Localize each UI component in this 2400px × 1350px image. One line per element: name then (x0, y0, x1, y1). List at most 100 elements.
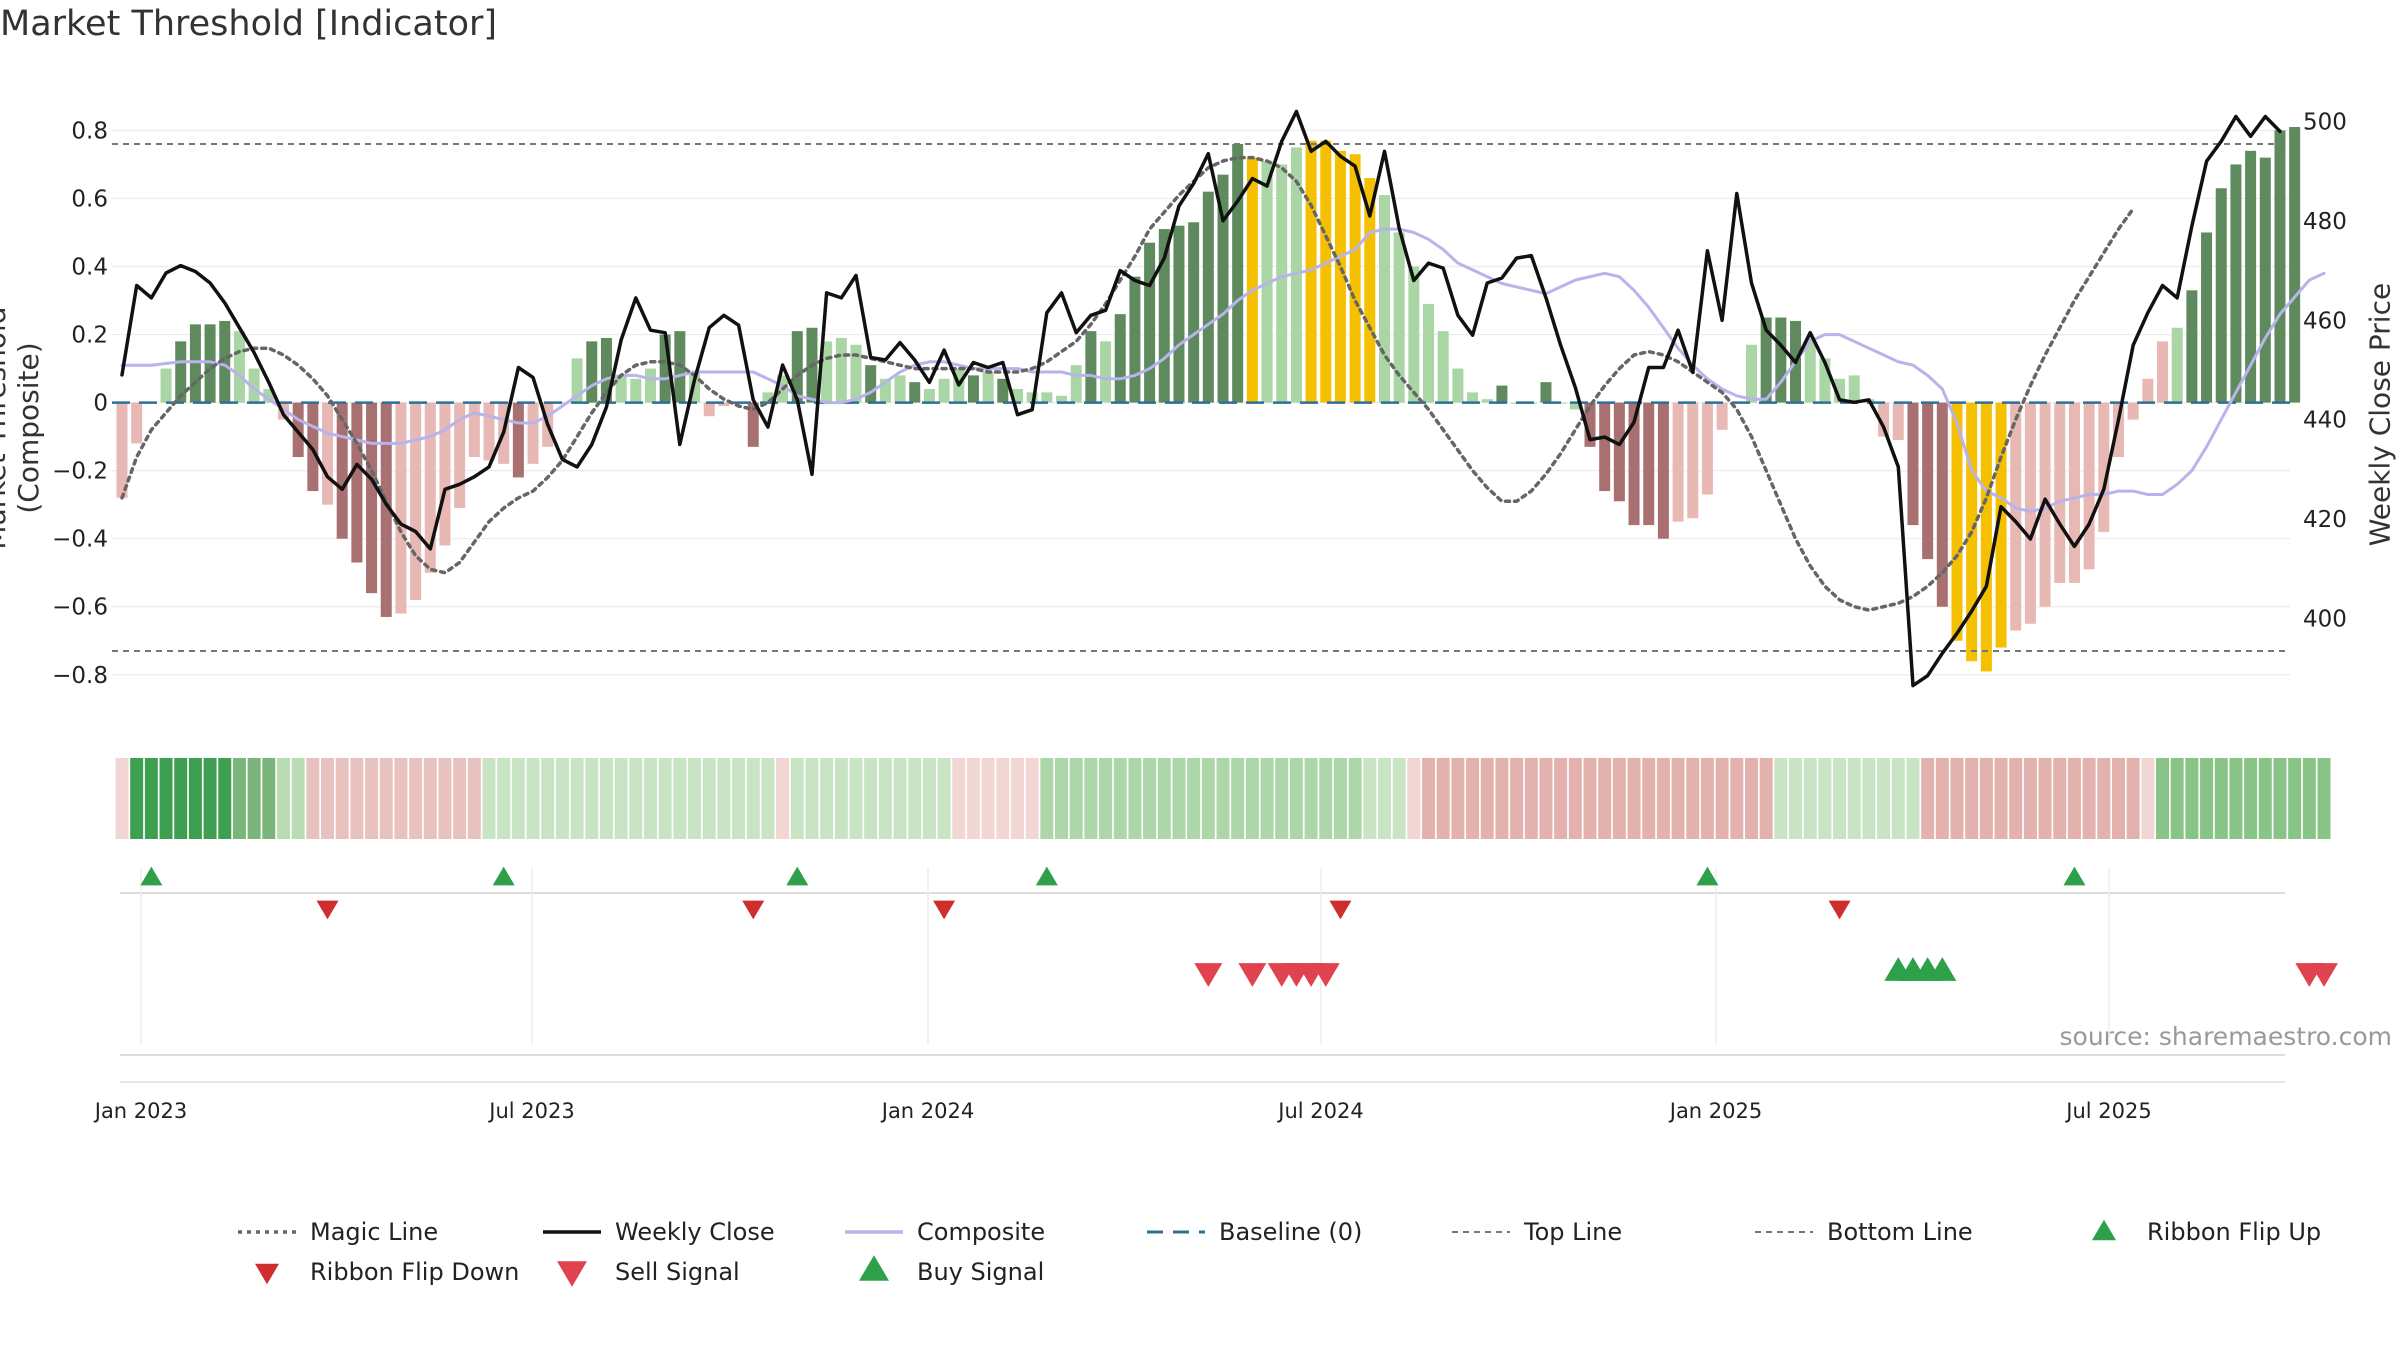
composite-bar (1437, 331, 1449, 403)
composite-bar (1290, 147, 1302, 403)
composite-bar (1922, 402, 1934, 560)
ribbon-cell (1069, 758, 1083, 839)
ribbon-cell (1554, 758, 1568, 839)
y-tick-label: 0 (93, 391, 108, 417)
ribbon-cell (1157, 758, 1171, 839)
legend-swatch (255, 1263, 279, 1285)
composite-bar (1320, 140, 1332, 403)
ribbon-cell (394, 758, 408, 839)
composite-bar (1672, 402, 1684, 522)
legend-label: Ribbon Flip Down (310, 1258, 519, 1286)
ribbon-cell (1744, 758, 1758, 839)
ribbon-flip-down-marker (1329, 900, 1352, 920)
composite-bar (703, 402, 715, 417)
composite-bar (2215, 188, 2227, 403)
composite-bar (2186, 290, 2198, 403)
ribbon-cell (188, 758, 202, 839)
source-note: source: sharemaestro.com (2059, 1022, 2393, 1051)
composite-bar (556, 402, 568, 404)
ribbon-cell (820, 758, 834, 839)
composite-bar (2039, 402, 2051, 607)
composite-bar (1834, 378, 1846, 403)
ribbon-cell (629, 758, 643, 839)
ribbon-cell (1510, 758, 1524, 839)
composite-bar (938, 378, 950, 403)
ribbon-cell (1818, 758, 1832, 839)
ribbon-flip-down-marker (933, 900, 956, 920)
composite-bar (1100, 341, 1112, 403)
ribbon-cell (1583, 758, 1597, 839)
ribbon-cell (1055, 758, 1069, 839)
composite-bar (2098, 402, 2110, 532)
ribbon-cell (511, 758, 525, 839)
sell-signal-marker (1238, 963, 1267, 987)
ribbon-cell (2126, 758, 2140, 839)
ribbon-cell (1950, 758, 1964, 839)
composite-bar (1878, 402, 1890, 437)
composite-bar (997, 378, 1009, 403)
ribbon-cell (1994, 758, 2008, 839)
ribbon-cell (1979, 758, 1993, 839)
ribbon-cell (1407, 758, 1421, 839)
legend-swatch (2092, 1219, 2116, 1241)
ribbon-cell (1363, 758, 1377, 839)
ribbon-cell (1847, 758, 1861, 839)
composite-bar (967, 375, 979, 403)
composite-bar (1364, 178, 1376, 403)
composite-bar (1569, 402, 1581, 410)
composite-bar (1892, 402, 1904, 441)
ribbon-cell (1128, 758, 1142, 839)
ribbon-cell (174, 758, 188, 839)
legend-swatch (859, 1255, 889, 1281)
composite-bar (1085, 331, 1097, 403)
ribbon-cell (2141, 758, 2155, 839)
ribbon-cell (1319, 758, 1333, 839)
y-tick-label: −0.6 (52, 595, 108, 621)
composite-bar (189, 324, 201, 403)
composite-bar (909, 382, 921, 403)
ribbon-cell (1201, 758, 1215, 839)
composite-bar (454, 402, 466, 509)
y2-tick-label: 400 (2303, 606, 2347, 632)
composite-bar (2230, 164, 2242, 403)
ribbon-cell (1113, 758, 1127, 839)
composite-bar (380, 402, 392, 617)
composite-bar (2010, 402, 2022, 631)
composite-bar (439, 402, 451, 546)
ribbon-cell (849, 758, 863, 839)
composite-bar (1804, 337, 1816, 403)
ribbon-cell (379, 758, 393, 839)
buy-signal-marker (1928, 957, 1957, 981)
sell-signal-marker (1311, 963, 1340, 987)
composite-bar (2112, 402, 2124, 458)
ribbon-cell (1495, 758, 1509, 839)
composite-bar (1540, 382, 1552, 403)
ribbon-cell (1231, 758, 1245, 839)
composite-bar (424, 402, 436, 573)
ribbon-cell (2258, 758, 2272, 839)
ribbon-cell (658, 758, 672, 839)
ribbon-cell (688, 758, 702, 839)
composite-bar (1276, 164, 1288, 403)
composite-bar (1951, 402, 1963, 641)
x-tick-label: Jan 2025 (1668, 1099, 1763, 1123)
composite-bar (2127, 402, 2139, 420)
ribbon-cell (643, 758, 657, 839)
ribbon-cell (1245, 758, 1259, 839)
ribbon-cell (702, 758, 716, 839)
composite-bar (351, 402, 363, 563)
composite-bar (1305, 140, 1317, 403)
ribbon-cell (2170, 758, 2184, 839)
ribbon-cell (438, 758, 452, 839)
ribbon-cell (908, 758, 922, 839)
ribbon-cell (291, 758, 305, 839)
ribbon-cell (526, 758, 540, 839)
ribbon-cell (335, 758, 349, 839)
ribbon-cell (1187, 758, 1201, 839)
ribbon-flip-up-marker (2063, 866, 2086, 886)
composite-bar (1716, 402, 1728, 430)
ribbon-cell (761, 758, 775, 839)
composite-bar (2259, 157, 2271, 403)
ribbon-cell (614, 758, 628, 839)
